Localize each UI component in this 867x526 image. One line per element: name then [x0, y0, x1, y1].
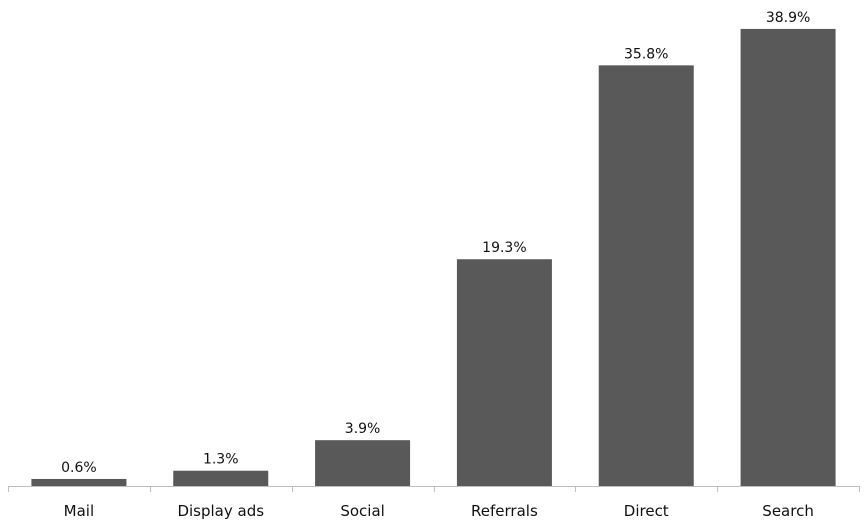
category-label-direct: Direct: [624, 502, 669, 520]
data-label-search: 38.9%: [766, 10, 810, 26]
data-label-direct: 35.8%: [624, 46, 668, 62]
data-label-display-ads: 1.3%: [203, 452, 239, 468]
bar-social: [315, 440, 411, 486]
category-label-referrals: Referrals: [471, 502, 538, 520]
bar-direct: [598, 65, 694, 486]
data-label-referrals: 19.3%: [482, 240, 526, 256]
bar-mail: [31, 478, 127, 486]
bar-referrals: [456, 259, 552, 486]
category-label-social: Social: [340, 502, 384, 520]
data-labels-group: 0.6% 1.3% 3.9% 19.3% 35.8% 38.9%: [61, 10, 810, 476]
bars-group: [31, 28, 836, 487]
x-axis-ticks: [8, 486, 860, 492]
category-label-display-ads: Display ads: [177, 502, 264, 520]
data-label-mail: 0.6%: [61, 460, 97, 476]
category-labels-group: Mail Display ads Social Referrals Direct Sear…: [64, 502, 814, 520]
data-label-social: 3.9%: [345, 421, 381, 437]
bar-search: [740, 28, 836, 487]
bar-display-ads: [173, 470, 269, 486]
category-label-mail: Mail: [64, 502, 94, 520]
category-label-search: Search: [762, 502, 814, 520]
